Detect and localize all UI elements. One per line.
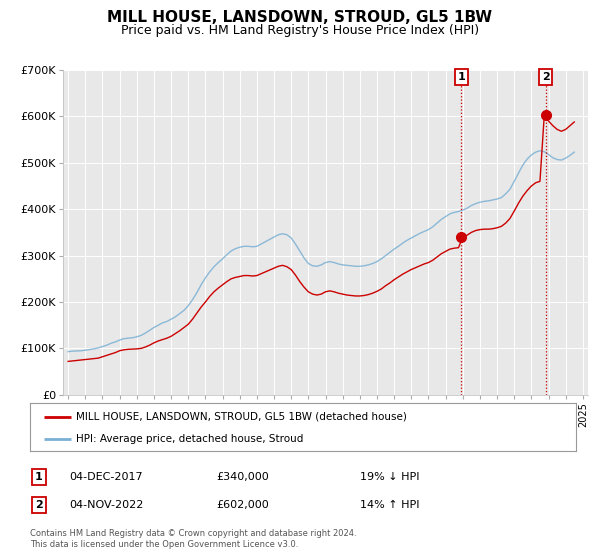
Text: HPI: Average price, detached house, Stroud: HPI: Average price, detached house, Stro…	[76, 434, 304, 444]
Text: 2: 2	[35, 500, 43, 510]
Text: MILL HOUSE, LANSDOWN, STROUD, GL5 1BW: MILL HOUSE, LANSDOWN, STROUD, GL5 1BW	[107, 10, 493, 25]
Text: 14% ↑ HPI: 14% ↑ HPI	[360, 500, 419, 510]
Text: £602,000: £602,000	[216, 500, 269, 510]
Text: Price paid vs. HM Land Registry's House Price Index (HPI): Price paid vs. HM Land Registry's House …	[121, 24, 479, 37]
Text: 1: 1	[35, 472, 43, 482]
Text: 2: 2	[542, 72, 550, 82]
Text: 1: 1	[458, 72, 465, 82]
Text: 04-NOV-2022: 04-NOV-2022	[69, 500, 143, 510]
Text: 19% ↓ HPI: 19% ↓ HPI	[360, 472, 419, 482]
Text: MILL HOUSE, LANSDOWN, STROUD, GL5 1BW (detached house): MILL HOUSE, LANSDOWN, STROUD, GL5 1BW (d…	[76, 412, 407, 422]
Text: £340,000: £340,000	[216, 472, 269, 482]
Text: Contains HM Land Registry data © Crown copyright and database right 2024.
This d: Contains HM Land Registry data © Crown c…	[30, 529, 356, 549]
Text: 04-DEC-2017: 04-DEC-2017	[69, 472, 143, 482]
